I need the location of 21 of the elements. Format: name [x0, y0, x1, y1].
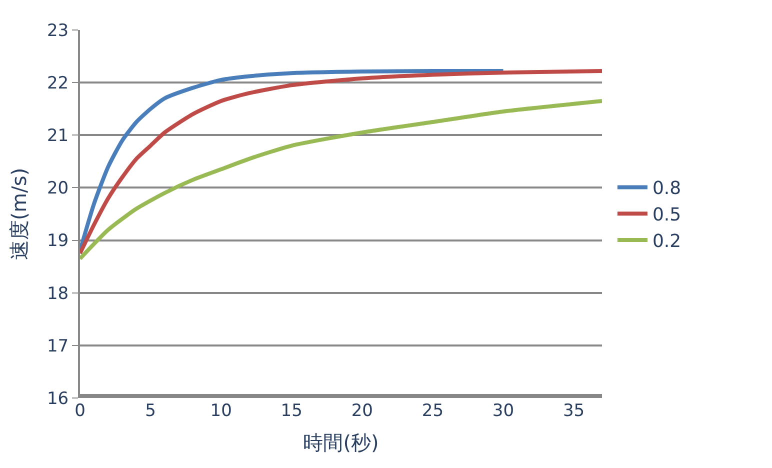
- x-tick-label: 35: [562, 401, 585, 421]
- y-tick-label: 17: [46, 336, 69, 356]
- x-tick-label: 15: [280, 401, 302, 421]
- y-tick-label: 20: [46, 178, 69, 199]
- x-tick-label: 20: [351, 401, 373, 421]
- legend-label: 0.5: [652, 204, 682, 226]
- y-tick-label: 16: [46, 388, 69, 409]
- x-tick-label: 30: [492, 401, 514, 421]
- x-tick-label: 5: [145, 401, 156, 421]
- y-axis-title: 速度(m/s): [6, 168, 31, 260]
- legend-label: 0.2: [652, 231, 682, 252]
- legend-label: 0.8: [652, 178, 682, 200]
- y-tick-label: 22: [46, 74, 69, 94]
- x-tick-label: 10: [210, 401, 232, 421]
- x-tick-label: 0: [74, 401, 86, 421]
- y-tick-label: 21: [46, 126, 69, 146]
- x-axis-title: 時間(秒): [303, 430, 379, 454]
- y-tick-label: 23: [46, 20, 69, 41]
- y-tick-label: 19: [46, 231, 69, 252]
- x-tick-label: 25: [422, 401, 444, 421]
- y-tick-label: 18: [46, 284, 69, 304]
